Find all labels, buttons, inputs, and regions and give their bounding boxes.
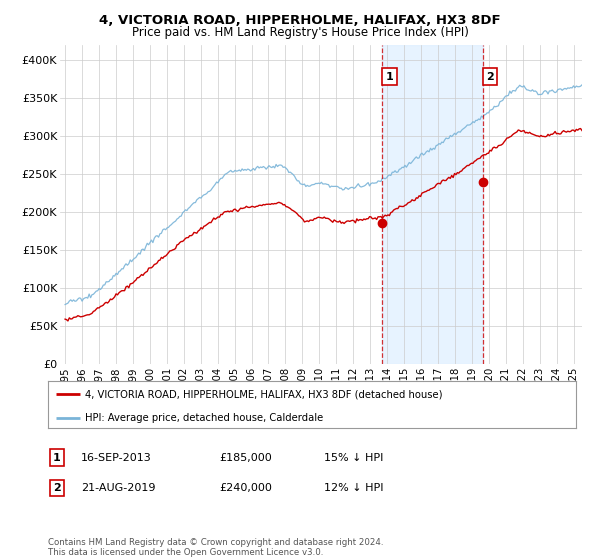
Text: 16-SEP-2013: 16-SEP-2013 xyxy=(81,452,152,463)
Text: 12% ↓ HPI: 12% ↓ HPI xyxy=(324,483,383,493)
Text: 1: 1 xyxy=(53,452,61,463)
Bar xyxy=(382,45,482,364)
Text: 1: 1 xyxy=(386,72,394,82)
Text: Price paid vs. HM Land Registry's House Price Index (HPI): Price paid vs. HM Land Registry's House … xyxy=(131,26,469,39)
Text: £185,000: £185,000 xyxy=(219,452,272,463)
Text: 4, VICTORIA ROAD, HIPPERHOLME, HALIFAX, HX3 8DF: 4, VICTORIA ROAD, HIPPERHOLME, HALIFAX, … xyxy=(99,14,501,27)
Text: 2: 2 xyxy=(53,483,61,493)
Text: 2: 2 xyxy=(486,72,494,82)
Text: £240,000: £240,000 xyxy=(219,483,272,493)
Text: 21-AUG-2019: 21-AUG-2019 xyxy=(81,483,155,493)
Text: Contains HM Land Registry data © Crown copyright and database right 2024.
This d: Contains HM Land Registry data © Crown c… xyxy=(48,538,383,557)
Text: HPI: Average price, detached house, Calderdale: HPI: Average price, detached house, Cald… xyxy=(85,413,323,423)
Text: 4, VICTORIA ROAD, HIPPERHOLME, HALIFAX, HX3 8DF (detached house): 4, VICTORIA ROAD, HIPPERHOLME, HALIFAX, … xyxy=(85,389,442,399)
Text: 15% ↓ HPI: 15% ↓ HPI xyxy=(324,452,383,463)
